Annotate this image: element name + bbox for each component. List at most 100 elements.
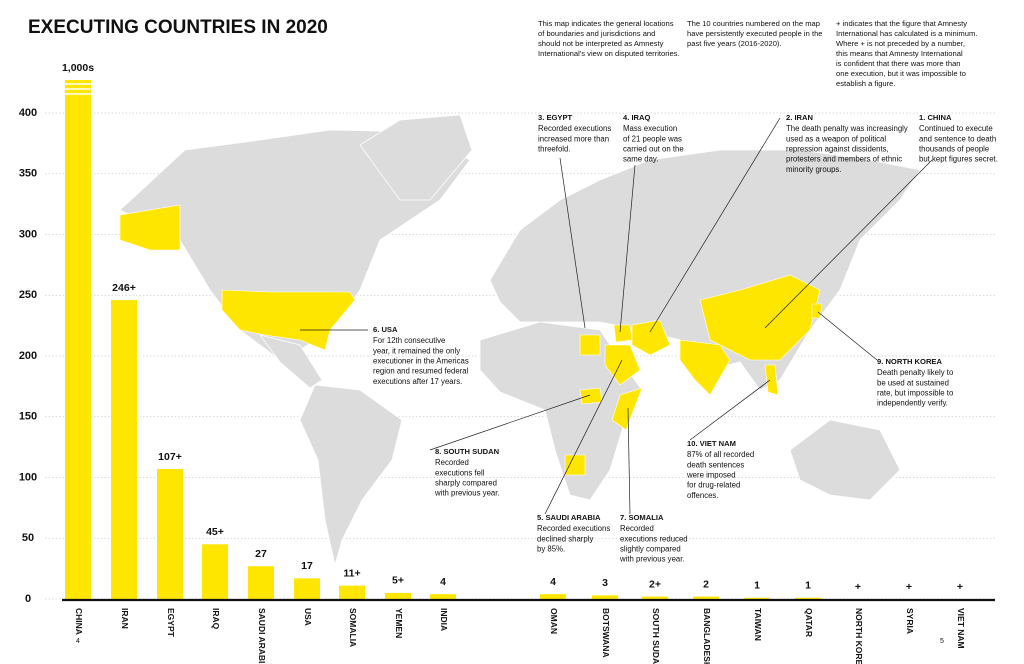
greenland xyxy=(359,114,473,201)
note-title: 2. IRAN xyxy=(786,113,813,122)
south-sudan xyxy=(579,387,603,405)
north-korea xyxy=(811,303,823,319)
bar xyxy=(385,592,411,599)
bar xyxy=(642,596,668,599)
note-text: For 12th consecutive xyxy=(373,336,445,345)
intro-text: + indicates that the figure that Amnesty xyxy=(836,19,967,28)
value-label: 1,000s xyxy=(62,62,94,74)
intro-text: one execution, but it was impossible to xyxy=(836,69,966,78)
intro-text: is confident that there was more than xyxy=(836,59,961,68)
note-title: 8. SOUTH SUDAN xyxy=(435,447,499,456)
y-tick-label: 400 xyxy=(19,107,37,119)
saudi-arabia xyxy=(604,344,641,386)
x-tick-label: INDIA xyxy=(439,608,449,631)
note-text: repression against dissidents, xyxy=(786,144,889,153)
x-tick-label: VIET NAM xyxy=(956,608,966,649)
x-tick-label: IRAN xyxy=(120,608,130,629)
leader-line xyxy=(649,117,781,333)
note-text: and sentence to death xyxy=(919,134,996,143)
note-text: declined sharply xyxy=(537,534,593,543)
note-text: carried out on the xyxy=(623,144,684,153)
egypt xyxy=(579,334,601,356)
eurasia xyxy=(489,149,921,391)
y-tick-label: 150 xyxy=(19,411,37,423)
y-tick-label: 200 xyxy=(19,350,37,362)
note-text: sharply compared xyxy=(435,478,497,487)
notes: This map indicates the general locations… xyxy=(76,19,998,645)
page-number: 4 xyxy=(76,638,80,645)
intro-text: past five years (2016-2020). xyxy=(687,39,782,48)
africa xyxy=(479,321,643,501)
note-text: by 85%. xyxy=(537,544,565,553)
note-title: 5. SAUDI ARABIA xyxy=(537,513,601,522)
note-text: with previous year. xyxy=(619,555,685,564)
bar xyxy=(540,594,566,599)
bar xyxy=(744,597,770,599)
y-tick-label: 100 xyxy=(19,471,37,483)
bar xyxy=(294,578,320,599)
note-title: 4. IRAQ xyxy=(623,113,651,122)
leader-line xyxy=(619,164,636,333)
note-text: rate, but impossible to xyxy=(877,388,954,397)
note-text: with previous year. xyxy=(434,489,500,498)
leader-line xyxy=(544,359,623,515)
x-tick-label: YEMEN xyxy=(394,608,404,638)
value-label: 17 xyxy=(301,560,313,572)
note-text: region and resumed federal xyxy=(373,367,469,376)
note-text: minority groups. xyxy=(786,165,841,174)
china xyxy=(699,274,821,361)
x-tick-label: IRAQ xyxy=(211,608,221,630)
world-map xyxy=(119,114,921,566)
value-label: 3 xyxy=(602,577,608,589)
note-text: same day. xyxy=(623,155,658,164)
leader-line xyxy=(627,407,631,515)
usa xyxy=(221,289,356,351)
south-america xyxy=(299,384,403,566)
note-text: independently verify. xyxy=(877,399,948,408)
intro-text: have persistently executed people in the xyxy=(687,29,823,38)
note-text: Mass execution xyxy=(623,124,677,133)
x-tick-label: BANGLADESH xyxy=(702,608,712,664)
y-tick-label: 50 xyxy=(22,532,34,544)
value-label: 5+ xyxy=(392,575,404,587)
x-tick-label: SYRIA xyxy=(905,608,915,634)
value-label: 2 xyxy=(703,578,709,590)
x-tick-label: QATAR xyxy=(804,608,814,637)
note-text: The death penalty was increasingly xyxy=(786,124,908,133)
note-text: thousands of people xyxy=(919,144,989,153)
iraq xyxy=(613,324,633,343)
note-text: Death penalty likely to xyxy=(877,368,954,377)
note-text: for drug-related xyxy=(687,481,740,490)
x-tick-label: SAUDI ARABIA xyxy=(257,608,267,664)
viet-nam xyxy=(764,364,779,396)
value-label: 45+ xyxy=(206,526,224,538)
leader-lines xyxy=(300,117,933,515)
y-tick-label: 350 xyxy=(19,168,37,180)
x-tick-label: CHINA xyxy=(74,608,84,635)
note-text: executions after 17 years. xyxy=(373,377,462,386)
intro-text: of boundaries and jurisdictions and xyxy=(538,29,655,38)
intro-text: The 10 countries numbered on the map xyxy=(687,19,820,28)
value-label: 4 xyxy=(440,576,446,588)
intro-text: International's view on disputed territo… xyxy=(538,49,680,58)
chart-title: EXECUTING COUNTRIES IN 2020 xyxy=(28,17,328,38)
note-text: threefold. xyxy=(538,144,571,153)
note-title: 1. CHINA xyxy=(919,113,952,122)
note-text: protesters and members of ethnic xyxy=(786,155,902,164)
australia xyxy=(789,419,901,501)
note-text: executions reduced xyxy=(620,534,688,543)
note-text: Recorded executions xyxy=(538,124,611,133)
central-america xyxy=(259,334,323,389)
note-text: used as a weapon of political xyxy=(786,134,886,143)
note-title: 10. VIET NAM xyxy=(687,439,736,448)
intro-text: Where + is not preceded by a number, xyxy=(836,39,965,48)
value-label: 4 xyxy=(550,576,556,588)
note-text: Recorded xyxy=(620,524,654,533)
note-title: 7. SOMALIA xyxy=(620,513,664,522)
iran xyxy=(631,319,671,356)
india xyxy=(679,339,731,396)
note-text: slightly compared xyxy=(620,544,681,553)
note-text: but kept figures secret. xyxy=(919,155,998,164)
x-tick-label: SOUTH SUDAN xyxy=(651,608,661,664)
